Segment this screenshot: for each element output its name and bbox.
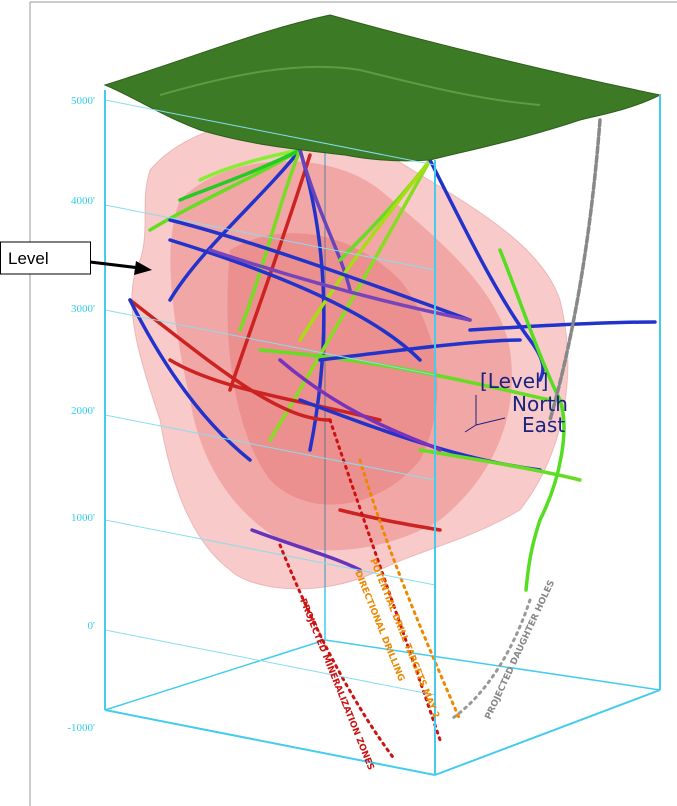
projections xyxy=(278,418,532,762)
annotation: POTENTIAL DRILL TARGETS MAY 2 xyxy=(367,557,440,720)
elevation-label: 0' xyxy=(88,620,96,632)
model-box-front xyxy=(104,90,661,776)
elevation-label: 4000' xyxy=(71,195,95,207)
elevation-label: 1000' xyxy=(71,512,95,524)
elevation-label: 3000' xyxy=(71,303,95,315)
elevation-label: 5000' xyxy=(71,95,95,107)
annotation: PROJECTED DAUGHTER HOLES xyxy=(484,579,557,721)
elevation-lines xyxy=(104,99,436,696)
orientation-east: East xyxy=(522,413,565,437)
drill-holes xyxy=(128,118,657,592)
terrain-ridge xyxy=(159,65,541,106)
callout-arrow xyxy=(89,260,141,270)
callout-label: Level xyxy=(8,249,49,268)
annotation: PROJECTED MINERALIZATION ZONES xyxy=(297,597,375,771)
model-box-back xyxy=(104,100,661,711)
elevation-label: -1000' xyxy=(67,722,95,734)
terrain-surface xyxy=(103,14,662,162)
orientation-axes xyxy=(464,395,506,433)
callout-arrowhead xyxy=(134,261,152,275)
orientation-north: North xyxy=(512,392,568,416)
elevation-label: 2000' xyxy=(71,405,95,417)
callout-box xyxy=(0,241,91,275)
orientation-level: [Level] xyxy=(480,369,548,393)
